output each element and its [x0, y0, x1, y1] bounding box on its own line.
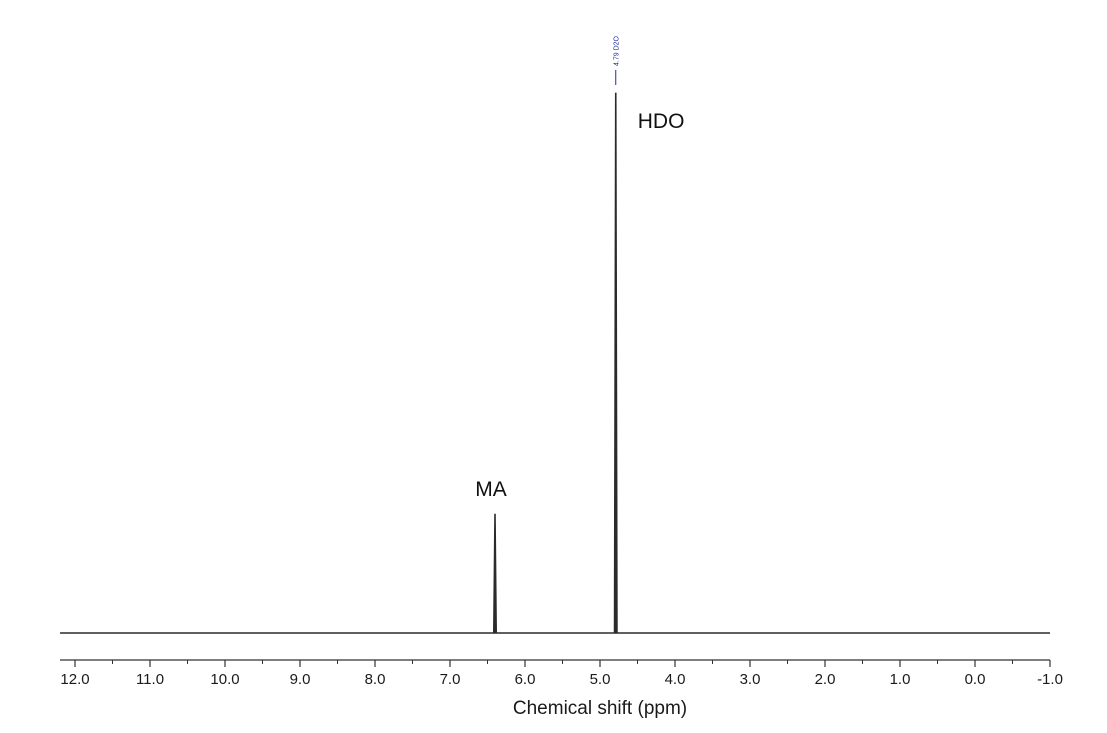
spectrum-peaks: [492, 92, 618, 634]
tick-label: 1.0: [890, 671, 911, 688]
spectrum-trace-group: [60, 92, 1050, 634]
tick-label: 12.0: [60, 671, 89, 688]
tick-label: 2.0: [815, 671, 836, 688]
peak-pick-annotation: 4.79 D2O: [613, 35, 620, 85]
peak-pick-label: 4.79 D2O: [613, 35, 620, 66]
tick-label: 9.0: [290, 671, 311, 688]
spectrum-peak: [492, 513, 498, 634]
peak-label: HDO: [638, 110, 685, 133]
tick-label: 0.0: [965, 671, 986, 688]
tick-label: 6.0: [515, 671, 536, 688]
tick-label: 7.0: [440, 671, 461, 688]
x-axis-label: Chemical shift (ppm): [513, 698, 687, 719]
peak-label: MA: [475, 478, 507, 501]
tick-label: 4.0: [665, 671, 686, 688]
tick-label: 10.0: [210, 671, 239, 688]
tick-label: -1.0: [1037, 671, 1063, 688]
peak-annotations: MA HDO: [475, 110, 684, 501]
tick-label: 3.0: [740, 671, 761, 688]
x-axis-tick-labels: 12.0 11.0 10.0 9.0 8.0 7.0 6.0 5.0 4.0 3.0 2.0 1.0 0…: [60, 671, 1063, 688]
x-axis: 12.0 11.0 10.0 9.0 8.0 7.0 6.0 5.0 4.0 3.0 2.0 1.0 0…: [60, 659, 1063, 719]
tick-label: 11.0: [136, 671, 164, 688]
spectrum-peak: [613, 92, 618, 634]
tick-label: 8.0: [365, 671, 386, 688]
x-axis-ticks: [74, 660, 1051, 667]
tick-label: 5.0: [590, 671, 611, 688]
